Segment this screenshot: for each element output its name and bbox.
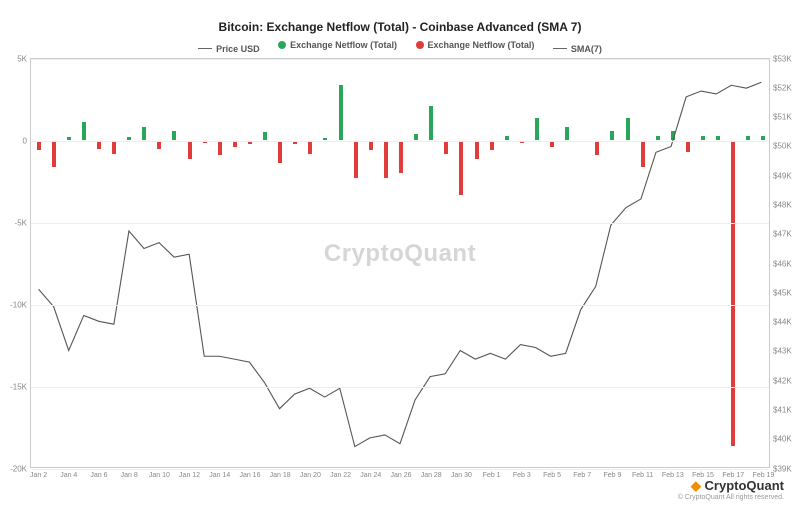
- x-tick: Jan 30: [451, 472, 472, 479]
- gridline: [31, 387, 769, 388]
- gridline: [31, 223, 769, 224]
- footer: ◆ CryptoQuant © CryptoQuant All rights r…: [678, 478, 784, 501]
- y-left-tick: -10K: [1, 300, 27, 309]
- x-tick: Jan 6: [90, 472, 107, 479]
- x-tick: Jan 12: [179, 472, 200, 479]
- x-tick: Jan 4: [60, 472, 77, 479]
- gridline: [31, 305, 769, 306]
- y-right-tick: $49K: [773, 171, 799, 180]
- x-tick: Feb 5: [543, 472, 561, 479]
- y-right-tick: $44K: [773, 318, 799, 327]
- x-tick: Jan 20: [300, 472, 321, 479]
- gridline: [31, 59, 769, 60]
- x-tick: Jan 22: [330, 472, 351, 479]
- x-tick: Jan 26: [390, 472, 411, 479]
- x-tick: Jan 28: [421, 472, 442, 479]
- x-tick: Feb 1: [483, 472, 501, 479]
- y-right-tick: $51K: [773, 113, 799, 122]
- y-left-tick: -20K: [1, 464, 27, 473]
- gridline: [31, 141, 769, 142]
- x-tick: Feb 9: [603, 472, 621, 479]
- y-left-tick: 0: [1, 136, 27, 145]
- y-right-tick: $50K: [773, 142, 799, 151]
- gridline: [31, 469, 769, 470]
- y-right-tick: $42K: [773, 376, 799, 385]
- x-tick: Jan 14: [209, 472, 230, 479]
- y-right-tick: $41K: [773, 405, 799, 414]
- chart-title: Bitcoin: Exchange Netflow (Total) - Coin…: [12, 20, 788, 34]
- copyright: © CryptoQuant All rights reserved.: [678, 494, 784, 501]
- x-tick: Feb 7: [573, 472, 591, 479]
- y-right-tick: $48K: [773, 200, 799, 209]
- legend-netflow-pos: Exchange Netflow (Total): [278, 40, 397, 50]
- y-left-tick: -15K: [1, 382, 27, 391]
- x-tick: Jan 2: [30, 472, 47, 479]
- legend-price: Price USD: [198, 44, 260, 54]
- x-tick: Jan 18: [270, 472, 291, 479]
- x-tick: Jan 8: [121, 472, 138, 479]
- plot-area: CryptoQuant 5K0-5K-10K-15K-20K$53K$52K$5…: [30, 58, 770, 468]
- brand-logo: ◆ CryptoQuant: [678, 478, 784, 494]
- legend-sma: SMA(7): [553, 44, 602, 54]
- y-left-tick: -5K: [1, 218, 27, 227]
- y-right-tick: $40K: [773, 435, 799, 444]
- chart-container: Bitcoin: Exchange Netflow (Total) - Coin…: [0, 0, 800, 507]
- x-tick: Jan 10: [149, 472, 170, 479]
- y-right-tick: $45K: [773, 288, 799, 297]
- x-tick: Feb 3: [513, 472, 531, 479]
- y-right-tick: $52K: [773, 83, 799, 92]
- x-tick: Feb 11: [632, 472, 653, 479]
- legend-netflow-neg: Exchange Netflow (Total): [416, 40, 535, 50]
- price-line-path: [39, 82, 762, 446]
- y-right-tick: $47K: [773, 230, 799, 239]
- y-right-tick: $46K: [773, 259, 799, 268]
- y-right-tick: $53K: [773, 54, 799, 63]
- chart-legend: Price USD Exchange Netflow (Total) Excha…: [12, 40, 788, 54]
- y-left-tick: 5K: [1, 54, 27, 63]
- y-right-tick: $39K: [773, 464, 799, 473]
- x-tick: Jan 24: [360, 472, 381, 479]
- x-tick: Jan 16: [239, 472, 260, 479]
- y-right-tick: $43K: [773, 347, 799, 356]
- price-line: [31, 59, 769, 467]
